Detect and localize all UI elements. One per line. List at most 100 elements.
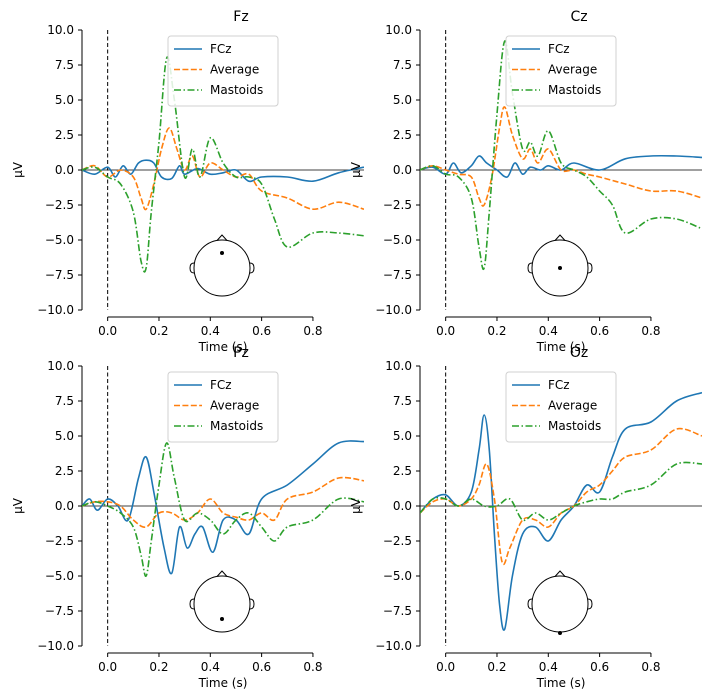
y-tick-label: 10.0 (385, 359, 412, 373)
panel-cz: Cz 10.0 7.5 5.0 2.5 0.0 −2.5 −5.0 −7.5 −10.0 0.0 0.… (349, 9, 702, 354)
x-tick-label: 0.6 (252, 324, 271, 338)
y-tick-label: 7.5 (55, 58, 74, 72)
x-tick-label: 0.8 (303, 660, 322, 674)
legend-label: Mastoids (210, 419, 263, 433)
y-tick-label: 10.0 (385, 23, 412, 37)
y-axis-label: µV (349, 161, 363, 178)
panel-fz: Fz 10.0 7.5 5.0 2.5 0.0 −2.5 −5.0 −7.5 −10.0 0.0 0.… (11, 9, 364, 354)
y-tick-label: −7.5 (45, 268, 74, 282)
x-tick-label: 0.8 (303, 324, 322, 338)
series-line-fcz (82, 159, 364, 183)
x-tick-label: 0.2 (487, 660, 506, 674)
y-tick-label: −2.5 (45, 534, 74, 548)
series-line-average (420, 106, 702, 207)
sensor-head-diagram (527, 234, 593, 297)
x-tick-label: 0.0 (436, 660, 455, 674)
left-ear (189, 262, 195, 274)
panel-pz: Pz 10.0 7.5 5.0 2.5 0.0 −2.5 −5.0 −7.5 −10.0 0.0 0.… (11, 345, 364, 690)
x-tick-label: 0.4 (539, 660, 558, 674)
legend-box (167, 371, 279, 443)
nose (554, 234, 566, 241)
x-tick-label: 0.6 (252, 660, 271, 674)
x-tick-label: 0.4 (539, 324, 558, 338)
y-tick-label: 0.0 (393, 499, 412, 513)
head-outline (531, 575, 589, 633)
y-tick-label: −2.5 (383, 534, 412, 548)
nose (216, 570, 228, 577)
series-line-mastoids (420, 40, 702, 271)
right-ear (587, 262, 593, 274)
legend-box (505, 35, 617, 107)
y-tick-label: 10.0 (47, 359, 74, 373)
x-tick-label: 0.4 (201, 660, 220, 674)
y-tick-label: −5.0 (45, 233, 74, 247)
x-tick-label: 0.0 (98, 660, 117, 674)
sensor-head-diagram (527, 570, 593, 635)
head-outline (531, 239, 589, 297)
series-line-mastoids (82, 442, 364, 577)
legend-label: FCz (210, 378, 232, 392)
sensor-dot (220, 617, 224, 621)
legend-label: FCz (548, 42, 570, 56)
legend-box (167, 35, 279, 107)
x-axis-label: Time (s) (198, 340, 248, 354)
y-tick-label: 5.0 (55, 429, 74, 443)
y-tick-label: −7.5 (45, 604, 74, 618)
x-tick-label: 0.0 (436, 324, 455, 338)
legend-label: Mastoids (210, 83, 263, 97)
x-axis-label: Time (s) (198, 676, 248, 690)
x-axis-label: Time (s) (536, 676, 586, 690)
y-tick-label: −10.0 (37, 303, 74, 317)
legend-label: Mastoids (548, 83, 601, 97)
y-tick-label: 2.5 (393, 128, 412, 142)
series-line-average (82, 476, 364, 528)
y-tick-label: −2.5 (383, 198, 412, 212)
legend: FCz Average Mastoids (505, 371, 617, 443)
y-tick-label: 5.0 (55, 93, 74, 107)
y-tick-label: 7.5 (393, 58, 412, 72)
x-tick-label: 0.2 (149, 660, 168, 674)
y-tick-label: −10.0 (375, 639, 412, 653)
legend-label: Average (548, 399, 597, 413)
y-tick-label: −5.0 (383, 233, 412, 247)
legend-label: Average (210, 399, 259, 413)
y-tick-label: 7.5 (55, 394, 74, 408)
y-tick-label: 10.0 (47, 23, 74, 37)
left-ear (527, 598, 533, 610)
series-line-mastoids (82, 56, 364, 273)
legend-label: Mastoids (548, 419, 601, 433)
x-tick-label: 0.8 (641, 324, 660, 338)
x-tick-label: 0.6 (590, 660, 609, 674)
panel-title: Oz (570, 345, 588, 361)
legend-label: Average (548, 63, 597, 77)
head-outline (193, 575, 251, 633)
y-axis-label: µV (11, 497, 25, 514)
nose (216, 234, 228, 241)
legend-label: FCz (210, 42, 232, 56)
y-tick-label: 2.5 (55, 128, 74, 142)
right-ear (249, 262, 255, 274)
x-tick-label: 0.2 (149, 324, 168, 338)
x-tick-label: 0.6 (590, 324, 609, 338)
y-tick-label: 0.0 (393, 163, 412, 177)
y-tick-label: 5.0 (393, 93, 412, 107)
y-tick-label: 2.5 (55, 464, 74, 478)
legend: FCz Average Mastoids (505, 35, 617, 107)
legend: FCz Average Mastoids (167, 35, 279, 107)
legend-label: Average (210, 63, 259, 77)
panel-title: Cz (570, 9, 587, 25)
sensor-dot (558, 266, 562, 270)
y-tick-label: −7.5 (383, 604, 412, 618)
y-tick-label: −5.0 (383, 569, 412, 583)
y-tick-label: 5.0 (393, 429, 412, 443)
y-tick-label: −10.0 (375, 303, 412, 317)
x-tick-label: 0.4 (201, 324, 220, 338)
sensor-head-diagram (189, 234, 255, 297)
right-ear (249, 598, 255, 610)
y-axis-label: µV (349, 497, 363, 514)
legend: FCz Average Mastoids (167, 371, 279, 443)
series-line-mastoids (420, 461, 702, 522)
panel-title: Fz (233, 9, 248, 25)
y-tick-label: 0.0 (55, 163, 74, 177)
y-tick-label: −2.5 (45, 198, 74, 212)
